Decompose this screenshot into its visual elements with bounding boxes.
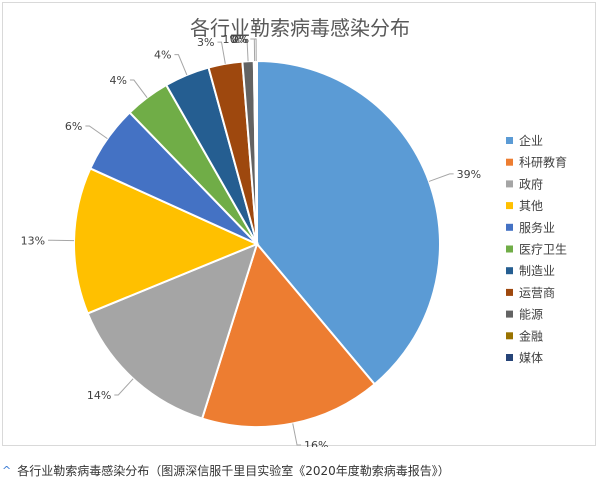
legend-label-4: 服务业 <box>519 220 555 235</box>
data-label-9: 0% <box>230 33 247 46</box>
data-label-6: 4% <box>154 49 171 62</box>
data-label-7: 3% <box>197 36 214 49</box>
legend-swatch-10 <box>506 354 513 361</box>
leader-line-1 <box>292 423 302 446</box>
caption-text: 各行业勒索病毒感染分布（图源深信服千里目实验室《2020年度勒索病毒报告》） <box>17 464 450 478</box>
data-label-1: 16% <box>304 439 328 447</box>
data-label-5: 4% <box>109 74 126 87</box>
data-label-0: 39% <box>457 168 481 181</box>
leader-line-6 <box>174 54 188 76</box>
data-label-8: 1% <box>223 33 240 46</box>
data-label-10: 0% <box>232 33 249 46</box>
data-labels: 39%16%14%13%6%4%4%3% 1%0%0% <box>21 33 482 447</box>
legend-swatch-4 <box>506 223 513 231</box>
legend-label-6: 制造业 <box>519 264 555 278</box>
legend-label-10: 媒体 <box>519 351 543 365</box>
legend-label-7: 运营商 <box>519 285 555 300</box>
pie-slice-1 <box>200 241 377 428</box>
data-label-2: 14% <box>87 389 111 402</box>
legend-swatch-3 <box>506 202 513 210</box>
leader-line-9 <box>250 38 256 62</box>
legend-swatch-8 <box>506 310 513 318</box>
legend-label-0: 企业 <box>519 133 543 148</box>
leader-lines <box>48 38 454 446</box>
legend-swatch-5 <box>506 245 513 253</box>
legend-label-3: 其他 <box>519 199 543 213</box>
pie-chart: 各行业勒索病毒感染分布 39%16%14%13%6%4%4%3% 1%0%0% 企… <box>21 16 567 447</box>
chart-title: 各行业勒索病毒感染分布 <box>190 16 410 40</box>
leader-line-10 <box>252 38 257 62</box>
pie-slices <box>73 59 441 428</box>
leader-line-0 <box>428 173 454 182</box>
legend-label-1: 科研教育 <box>519 155 567 170</box>
leader-line-7 <box>217 41 226 64</box>
leader-line-8 <box>243 38 249 62</box>
data-label-4: 6% <box>65 120 82 133</box>
legend-label-8: 能源 <box>519 308 543 322</box>
legend-label-2: 政府 <box>519 176 543 191</box>
legend-label-9: 金融 <box>519 328 543 343</box>
chart-frame: 各行业勒索病毒感染分布 39% 16% 14% 13% 6% 4% 4% 3% 1% 0% 0% 企… <box>2 2 596 447</box>
legend-label-5: 医疗卫生 <box>519 243 567 257</box>
caret-up-icon[interactable]: ^ <box>2 464 12 477</box>
legend-swatch-0 <box>506 137 513 144</box>
caption: ^ 各行业勒索病毒感染分布（图源深信服千里目实验室《2020年度勒索病毒报告》） <box>2 462 450 479</box>
leader-line-5 <box>129 79 148 98</box>
leader-line-2 <box>114 378 134 396</box>
leader-line-4 <box>85 125 108 140</box>
pie-slice-2 <box>86 242 259 420</box>
legend-swatch-9 <box>506 332 513 340</box>
legend-swatch-6 <box>506 267 513 275</box>
legend-swatch-1 <box>506 158 513 166</box>
legend-swatch-2 <box>506 180 513 188</box>
data-label-3: 13% <box>21 234 45 247</box>
legend-swatch-7 <box>506 288 513 296</box>
